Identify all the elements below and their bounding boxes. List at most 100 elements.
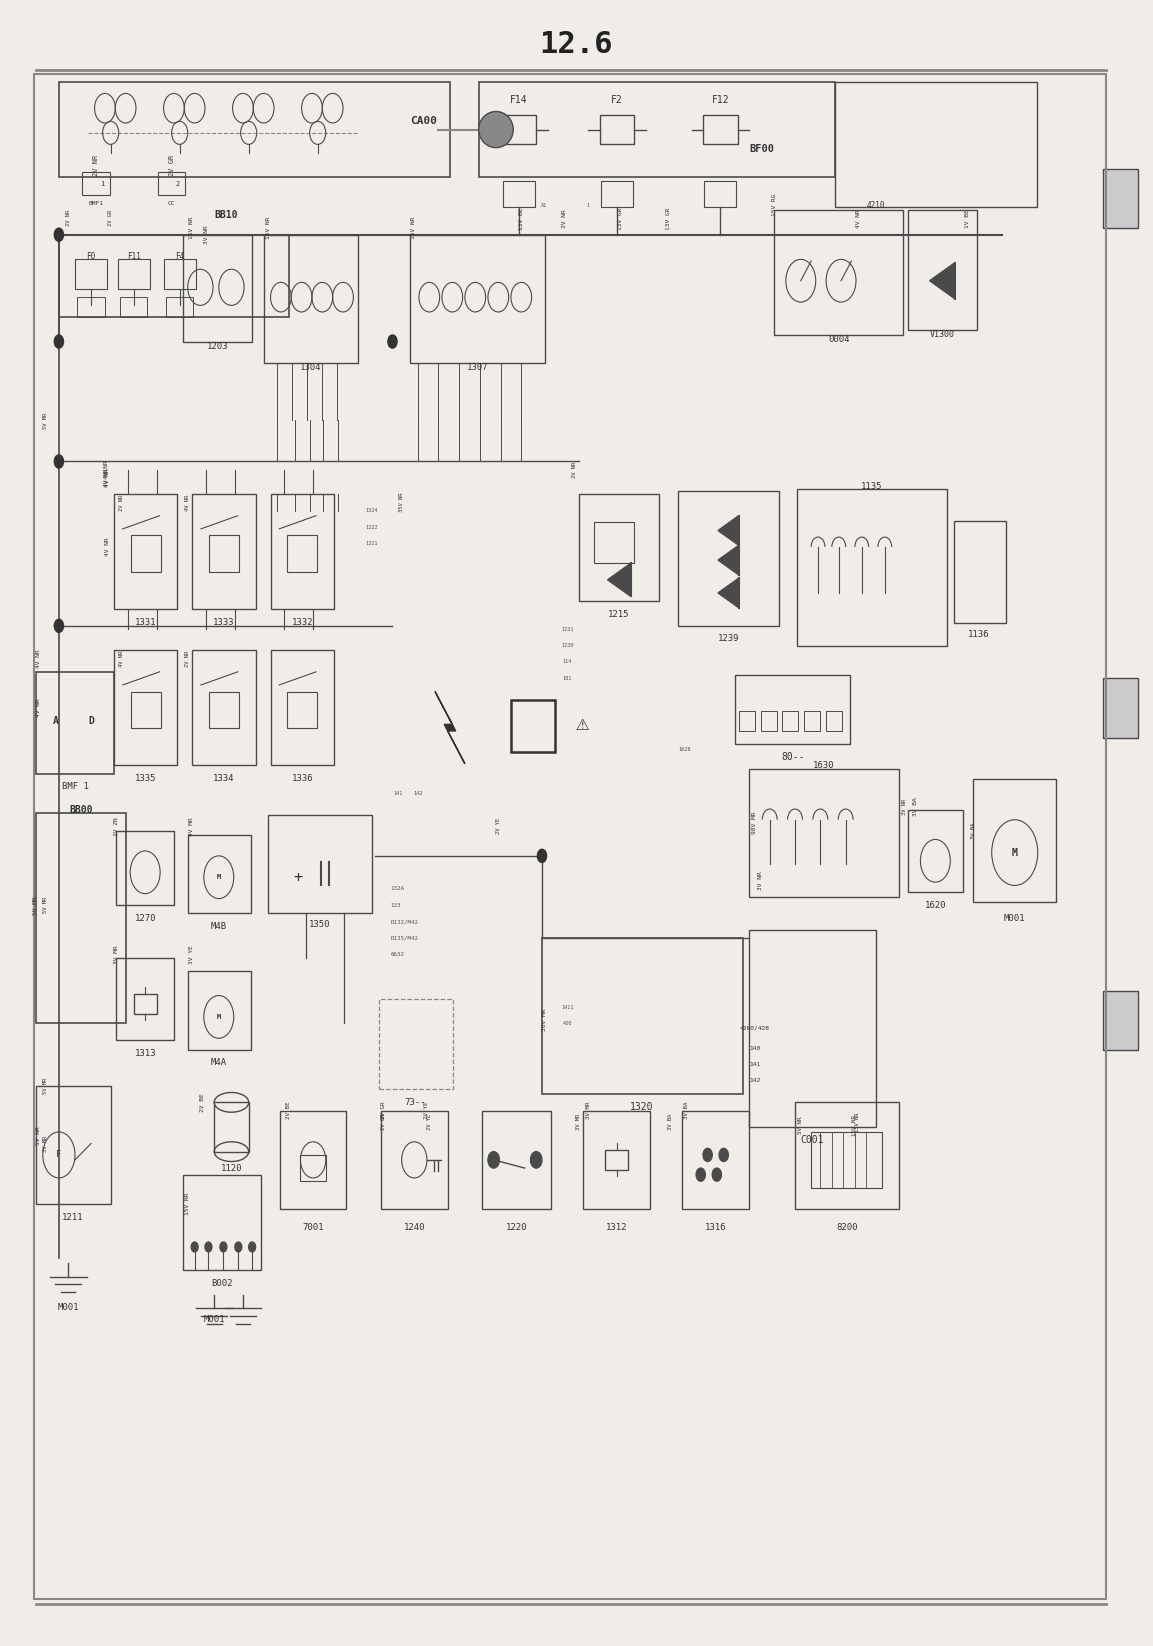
Circle shape (703, 1149, 713, 1162)
Text: F2: F2 (611, 95, 623, 105)
Bar (954, 520, 1005, 622)
Bar (183, 1175, 262, 1271)
Bar (378, 999, 453, 1090)
Text: 1322: 1322 (366, 525, 378, 530)
Text: D: D (88, 716, 95, 726)
Text: 1313: 1313 (135, 1049, 156, 1057)
Text: 1135: 1135 (861, 482, 883, 491)
Text: 8200: 8200 (836, 1223, 858, 1231)
Text: BF00: BF00 (749, 145, 774, 155)
Bar (36, 1086, 111, 1205)
Text: 1411: 1411 (562, 1004, 573, 1009)
Text: 7001: 7001 (302, 1223, 324, 1231)
Text: M: M (217, 1014, 221, 1021)
Text: 2V GR: 2V GR (108, 211, 113, 227)
Bar (600, 115, 634, 145)
Bar (77, 298, 105, 318)
Bar (164, 260, 196, 290)
Text: 1270: 1270 (135, 914, 156, 923)
Text: 3V NR: 3V NR (204, 226, 209, 244)
Text: 73--: 73-- (405, 1098, 427, 1106)
Bar (605, 1151, 628, 1170)
Text: 1620: 1620 (925, 900, 947, 910)
Text: 13V BE: 13V BE (519, 207, 523, 229)
Circle shape (530, 1152, 542, 1169)
Bar (1103, 170, 1138, 229)
Circle shape (488, 1152, 499, 1169)
Text: F: F (56, 1151, 61, 1159)
Text: 5V MR: 5V MR (43, 412, 47, 428)
Bar (116, 958, 174, 1040)
Text: 1320: 1320 (631, 1103, 654, 1113)
Text: 1220: 1220 (506, 1223, 527, 1231)
Circle shape (696, 1169, 706, 1182)
Text: 1211: 1211 (62, 1213, 83, 1221)
Bar (130, 535, 160, 571)
Text: V1300: V1300 (929, 331, 955, 339)
Bar (59, 82, 450, 178)
Text: 2V GR: 2V GR (168, 155, 174, 176)
Text: 114: 114 (563, 660, 572, 665)
Text: 2V BE: 2V BE (286, 1101, 292, 1119)
Bar (511, 700, 555, 752)
Bar (114, 494, 178, 609)
Bar (409, 235, 545, 362)
Text: 15V NR: 15V NR (186, 1193, 190, 1215)
Polygon shape (718, 545, 739, 574)
Bar (796, 1103, 898, 1210)
Bar (579, 494, 660, 601)
Text: 4V NR: 4V NR (186, 494, 190, 510)
Text: 1336: 1336 (292, 774, 312, 783)
Text: 1334: 1334 (213, 774, 235, 783)
Circle shape (205, 1243, 212, 1253)
Text: 2V NR: 2V NR (563, 209, 567, 227)
Text: 1304: 1304 (300, 362, 322, 372)
Text: 3V YE: 3V YE (189, 945, 194, 965)
Bar (134, 994, 157, 1014)
Text: 3V MR: 3V MR (114, 945, 119, 965)
Text: 3V BA: 3V BA (685, 1101, 689, 1119)
Bar (749, 930, 875, 1128)
Text: 1333: 1333 (213, 617, 235, 627)
Text: 142: 142 (413, 792, 422, 797)
Bar (166, 298, 194, 318)
Bar (75, 260, 107, 290)
Bar (736, 675, 850, 744)
Text: 2V NR: 2V NR (186, 650, 190, 667)
Bar (973, 779, 1056, 902)
Circle shape (249, 1243, 256, 1253)
Text: ⚠: ⚠ (575, 714, 589, 734)
Bar (683, 1111, 749, 1210)
Text: 12.6: 12.6 (540, 30, 613, 59)
Text: 4210: 4210 (866, 201, 884, 209)
Text: 4V NR: 4V NR (856, 209, 861, 227)
Text: 98V MR: 98V MR (752, 811, 758, 835)
Bar (798, 489, 947, 645)
Text: 5V NR: 5V NR (36, 1126, 40, 1144)
Text: 2V NR: 2V NR (66, 211, 70, 227)
Text: 4V MR: 4V MR (189, 816, 194, 836)
Bar (36, 813, 126, 1024)
Bar (280, 1111, 346, 1210)
Bar (783, 711, 799, 731)
Bar (183, 235, 253, 341)
Text: 1628: 1628 (678, 747, 691, 752)
Text: F0: F0 (86, 252, 96, 260)
Text: 141: 141 (393, 792, 402, 797)
Text: 4V NR: 4V NR (104, 469, 108, 487)
Text: 13V GR: 13V GR (666, 207, 671, 229)
Text: CC: CC (168, 201, 175, 206)
Bar (482, 1111, 551, 1210)
Circle shape (719, 1149, 729, 1162)
Polygon shape (718, 578, 739, 607)
Bar (594, 522, 634, 563)
Text: 6632: 6632 (390, 951, 405, 956)
Text: 3V BA: 3V BA (913, 797, 918, 816)
Text: M4B: M4B (211, 922, 227, 932)
Text: 1136: 1136 (969, 629, 989, 639)
Text: 4V NR: 4V NR (105, 469, 110, 487)
Text: 1321: 1321 (366, 542, 378, 546)
Text: F14: F14 (510, 95, 528, 105)
Text: 5V MR: 5V MR (43, 897, 47, 914)
Bar (301, 1155, 326, 1182)
